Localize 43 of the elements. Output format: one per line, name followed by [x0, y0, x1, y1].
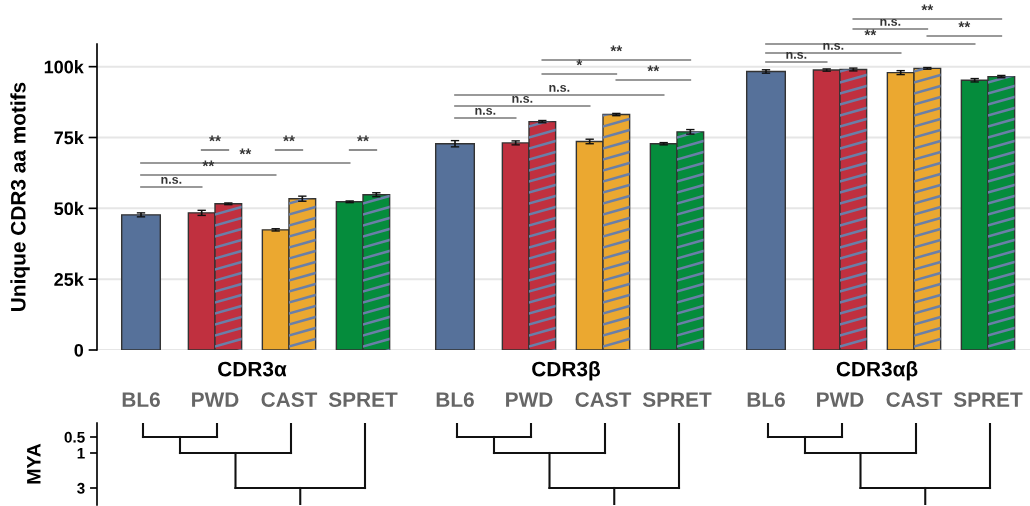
annotation: **	[357, 135, 369, 142]
annotation: n.s.	[549, 84, 570, 92]
y-axis-title: Unique CDR3 aa motifs	[10, 82, 30, 311]
text: 0.5	[64, 431, 85, 443]
annotation: **	[647, 65, 660, 72]
annotation: n.s.	[475, 107, 496, 115]
x-tick-label: CAST	[886, 392, 943, 407]
x-tick-label: SPRET	[328, 392, 398, 407]
y-tick-label: 25k	[54, 272, 84, 286]
annotation: n.s.	[512, 95, 533, 103]
x-tick-label: PWD	[506, 392, 553, 407]
x-tick-label: PWD	[817, 392, 864, 407]
text: **	[864, 29, 877, 36]
text: **	[921, 4, 934, 11]
text: 1	[77, 448, 85, 459]
annotation: **	[610, 45, 623, 52]
text: CDR3β	[532, 361, 601, 381]
annotation: n.s.	[786, 51, 807, 59]
y-tick-label: 100k	[44, 60, 84, 74]
annotation: **	[239, 148, 252, 155]
y-tick-label: 75k	[54, 130, 84, 145]
text: CDR3α	[218, 361, 287, 377]
x-tick-label: SPRET	[953, 392, 1023, 407]
text: MYA	[27, 443, 41, 484]
annotation: *	[576, 59, 583, 66]
text: **	[958, 21, 971, 28]
x-tick-label: SPRET	[642, 392, 712, 407]
x-tick-label: CAST	[261, 392, 318, 407]
text: CDR3αβ	[836, 361, 918, 381]
y-tick-label: 50k	[54, 201, 84, 216]
annotation: n.s.	[823, 42, 844, 50]
annotation: **	[202, 160, 215, 167]
x-tick-label: PWD	[192, 392, 239, 407]
y-tick-label: 0	[74, 343, 84, 357]
x-tick-label: BL6	[122, 392, 160, 407]
x-tick-label: BL6	[747, 392, 785, 407]
annotation: **	[209, 135, 221, 142]
x-tick-label: CAST	[575, 392, 632, 407]
annotation: n.s.	[161, 176, 182, 184]
x-tick-label: BL6	[436, 392, 474, 407]
text: n.s.	[880, 18, 901, 26]
text: 3	[77, 482, 85, 494]
annotation: **	[283, 135, 295, 142]
